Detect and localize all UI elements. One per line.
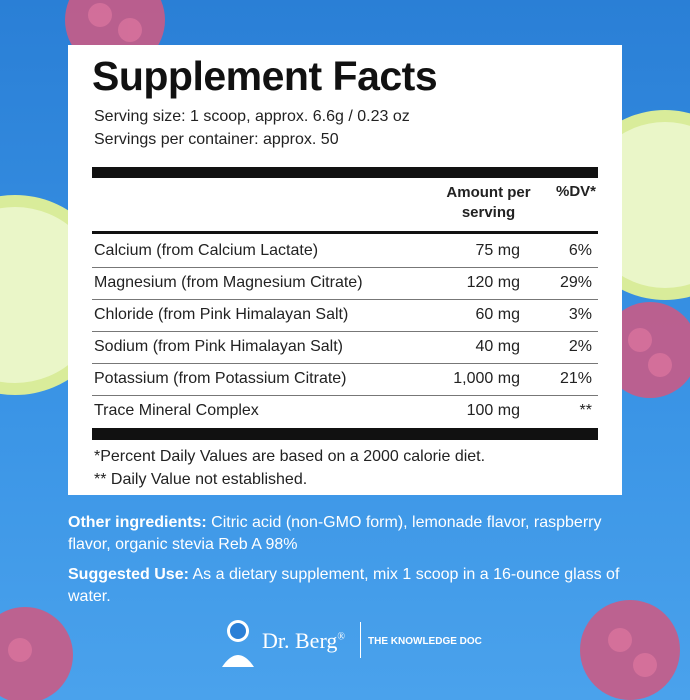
nutrient: Trace Mineral Complex xyxy=(94,402,259,419)
facts-panel: Supplement Facts Serving size: 1 scoop, … xyxy=(68,45,622,495)
table-row: Chloride (from Pink Himalayan Salt) 60 mg… xyxy=(92,299,598,332)
text: As a dietary supplement, mix 1 scoop in … xyxy=(68,566,620,605)
nutrient: Sodium (from Pink Himalayan Salt) xyxy=(94,338,343,355)
amount: 1,000 mg xyxy=(453,370,520,387)
nutrient: Calcium (from Calcium Lactate) xyxy=(94,242,319,259)
title: Supplement Facts xyxy=(92,53,438,99)
footnote: ** Daily Value not established. xyxy=(94,471,308,488)
nutrient: Potassium (from Potassium Citrate) xyxy=(94,370,347,387)
daily-value: ** xyxy=(579,402,592,419)
table-row: Calcium (from Calcium Lactate) 75 mg 6% xyxy=(92,235,598,268)
divider xyxy=(92,428,598,440)
ingredients: Other ingredients: Citric acid (non-GMO … xyxy=(68,512,628,556)
table-row: Magnesium (from Magnesium Citrate) 120 mg… xyxy=(92,267,598,300)
brand-name: Dr. Berg® xyxy=(262,628,345,654)
suggested-use: Suggested Use: As a dietary supplement, … xyxy=(68,564,628,608)
daily-value: 6% xyxy=(568,242,592,259)
separator xyxy=(360,622,361,658)
table-row: Trace Mineral Complex 100 mg ** xyxy=(92,395,598,427)
amount: 120 mg xyxy=(466,274,520,291)
name: Dr. Berg xyxy=(262,628,338,653)
daily-value: 21% xyxy=(559,370,592,387)
amount: 40 mg xyxy=(475,338,520,355)
amount: 100 mg xyxy=(466,402,520,419)
text: Citric acid (non-GMO form), lemonade fla… xyxy=(68,514,602,553)
table-row: Potassium (from Potassium Citrate) 1,000 … xyxy=(92,363,598,396)
serving-size: Serving size: 1 scoop, approx. 6.6g / 0.… xyxy=(94,108,410,125)
divider xyxy=(92,167,598,178)
nutrient: Magnesium (from Magnesium Citrate) xyxy=(94,274,363,291)
table-row: Sodium (from Pink Himalayan Salt) 40 mg 2% xyxy=(92,331,598,364)
tagline: THE KNOWLEDGE DOC xyxy=(368,636,482,647)
footnote: *Percent Daily Values are based on a 200… xyxy=(94,448,486,465)
daily-value: 2% xyxy=(568,338,592,355)
daily-value: 29% xyxy=(559,274,592,291)
column-header: %DV* xyxy=(555,183,596,200)
amount: 75 mg xyxy=(475,242,520,259)
nutrient: Chloride (from Pink Himalayan Salt) xyxy=(94,306,349,323)
label: Suggested Use: xyxy=(68,566,189,583)
label: Other ingredients: xyxy=(68,514,207,531)
logo-icon xyxy=(222,620,254,667)
amount: 60 mg xyxy=(475,306,520,323)
divider xyxy=(92,231,598,234)
servings-per-container: Servings per container: approx. 50 xyxy=(94,131,339,148)
registered: ® xyxy=(337,631,345,643)
column-header: Amount per serving xyxy=(446,184,531,221)
daily-value: 3% xyxy=(568,306,592,323)
